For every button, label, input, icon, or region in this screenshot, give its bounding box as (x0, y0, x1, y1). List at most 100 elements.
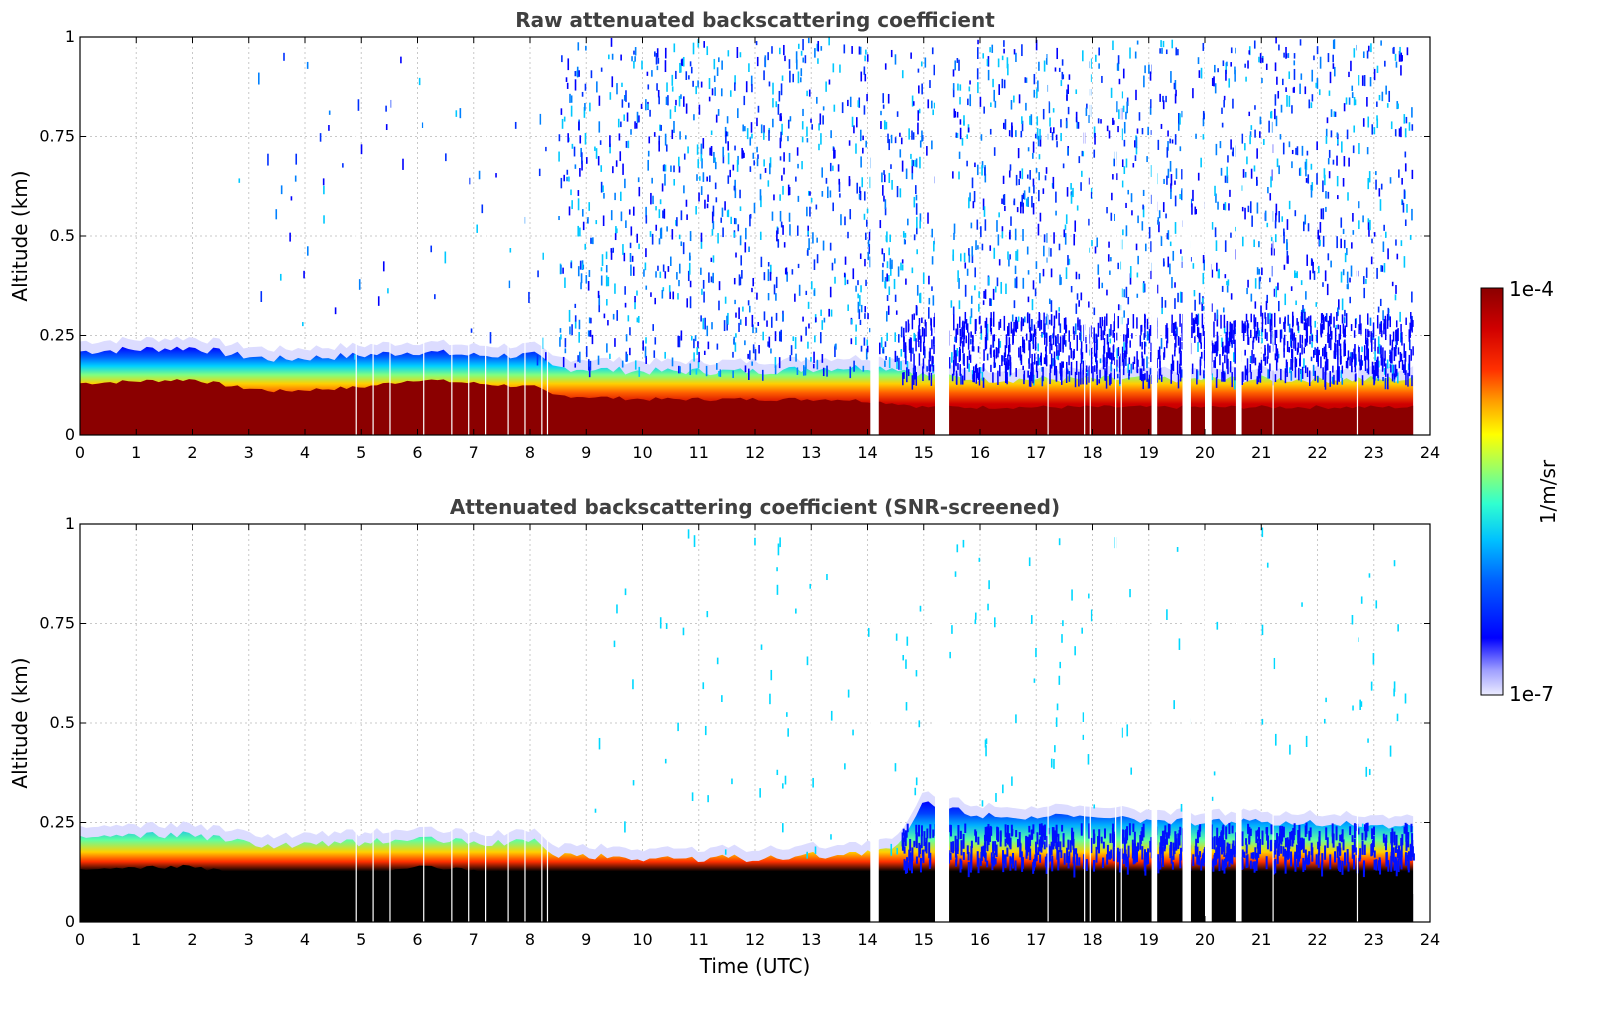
noise-speckle (1304, 365, 1307, 374)
noise-speckle (1125, 334, 1127, 348)
noise-speckle (1227, 279, 1230, 286)
noise-speckle (649, 109, 651, 117)
noise-speckle (986, 860, 989, 868)
noise-speckle (1148, 374, 1151, 389)
noise-speckle (985, 738, 988, 745)
noise-speckle (1217, 68, 1219, 73)
noise-speckle (1223, 203, 1225, 210)
noise-speckle (734, 145, 736, 151)
noise-speckle (860, 345, 863, 352)
noise-speckle (1226, 355, 1228, 369)
noise-speckle (1106, 289, 1108, 296)
noise-speckle (659, 271, 662, 278)
noise-speckle (980, 134, 983, 141)
x-axis-label: Time (UTC) (699, 954, 811, 978)
noise-speckle (1111, 192, 1113, 201)
noise-speckle (739, 52, 742, 58)
noise-speckle (1088, 218, 1090, 226)
noise-speckle (1003, 40, 1005, 47)
noise-speckle (956, 544, 959, 553)
noise-speckle (1195, 133, 1197, 139)
noise-speckle (1266, 356, 1269, 364)
noise-speckle (1165, 49, 1168, 55)
noise-speckle (1144, 321, 1146, 338)
noise-speckle (1295, 358, 1298, 368)
noise-speckle (784, 268, 787, 275)
noise-speckle (1111, 352, 1113, 365)
noise-speckle (1245, 844, 1248, 854)
noise-speckle (993, 349, 996, 357)
noise-speckle (1336, 846, 1339, 858)
noise-speckle (747, 353, 749, 359)
noise-speckle (778, 357, 781, 369)
noise-speckle (587, 359, 590, 371)
noise-speckle (724, 849, 727, 855)
noise-speckle (1261, 267, 1263, 276)
noise-speckle (1068, 74, 1071, 80)
noise-speckle (843, 44, 846, 54)
noise-speckle (1396, 849, 1399, 859)
noise-speckle (884, 207, 887, 216)
noise-speckle (777, 543, 780, 556)
noise-speckle (1228, 78, 1231, 88)
noise-speckle (1326, 283, 1329, 296)
noise-speckle (1277, 843, 1280, 852)
noise-speckle (1179, 113, 1181, 125)
noise-speckle (459, 108, 462, 119)
noise-speckle (1228, 822, 1231, 835)
noise-speckle (997, 234, 1000, 246)
noise-speckle (1282, 142, 1285, 155)
noise-speckle (1257, 842, 1260, 858)
noise-speckle (1249, 828, 1252, 836)
noise-speckle (650, 192, 652, 205)
noise-speckle (664, 47, 667, 59)
noise-speckle (993, 247, 996, 259)
noise-speckle (711, 88, 714, 96)
noise-speckle (1339, 860, 1342, 873)
noise-speckle (1063, 853, 1066, 865)
noise-speckle (644, 262, 647, 271)
noise-speckle (1029, 170, 1031, 180)
noise-speckle (1267, 186, 1269, 194)
noise-speckle (998, 338, 1000, 354)
noise-speckle (1377, 336, 1380, 348)
noise-speckle (592, 237, 594, 245)
noise-speckle (1216, 262, 1218, 272)
noise-speckle (881, 269, 884, 282)
noise-speckle (1308, 830, 1311, 841)
noise-speckle (1231, 848, 1234, 865)
noise-speckle (616, 83, 618, 95)
noise-speckle (1097, 264, 1100, 275)
noise-speckle (933, 102, 936, 109)
noise-speckle (1010, 100, 1013, 110)
noise-speckle (712, 272, 714, 284)
noise-speckle (676, 272, 678, 280)
noise-speckle (1065, 214, 1068, 224)
noise-speckle (1334, 327, 1337, 343)
noise-speckle (1034, 288, 1037, 297)
noise-speckle (1156, 854, 1159, 867)
noise-speckle (737, 108, 739, 119)
noise-speckle (1049, 117, 1051, 127)
noise-speckle (820, 133, 822, 145)
noise-speckle (1250, 125, 1253, 131)
noise-speckle (716, 67, 719, 76)
noise-speckle (1241, 320, 1243, 334)
noise-speckle (1160, 236, 1163, 247)
noise-speckle (1308, 99, 1311, 109)
noise-speckle (778, 331, 781, 342)
noise-speckle (1126, 101, 1128, 114)
noise-speckle (1048, 335, 1051, 343)
noise-speckle (580, 273, 583, 284)
noise-speckle (1325, 206, 1327, 212)
noise-speckle (677, 293, 679, 300)
noise-speckle (682, 56, 685, 67)
noise-speckle (986, 835, 989, 852)
noise-speckle (1142, 373, 1144, 390)
noise-speckle (808, 89, 811, 97)
noise-speckle (1164, 838, 1167, 849)
noise-speckle (1171, 276, 1173, 289)
noise-speckle (1002, 194, 1005, 205)
noise-speckle (1081, 627, 1083, 634)
noise-speckle (931, 228, 934, 238)
